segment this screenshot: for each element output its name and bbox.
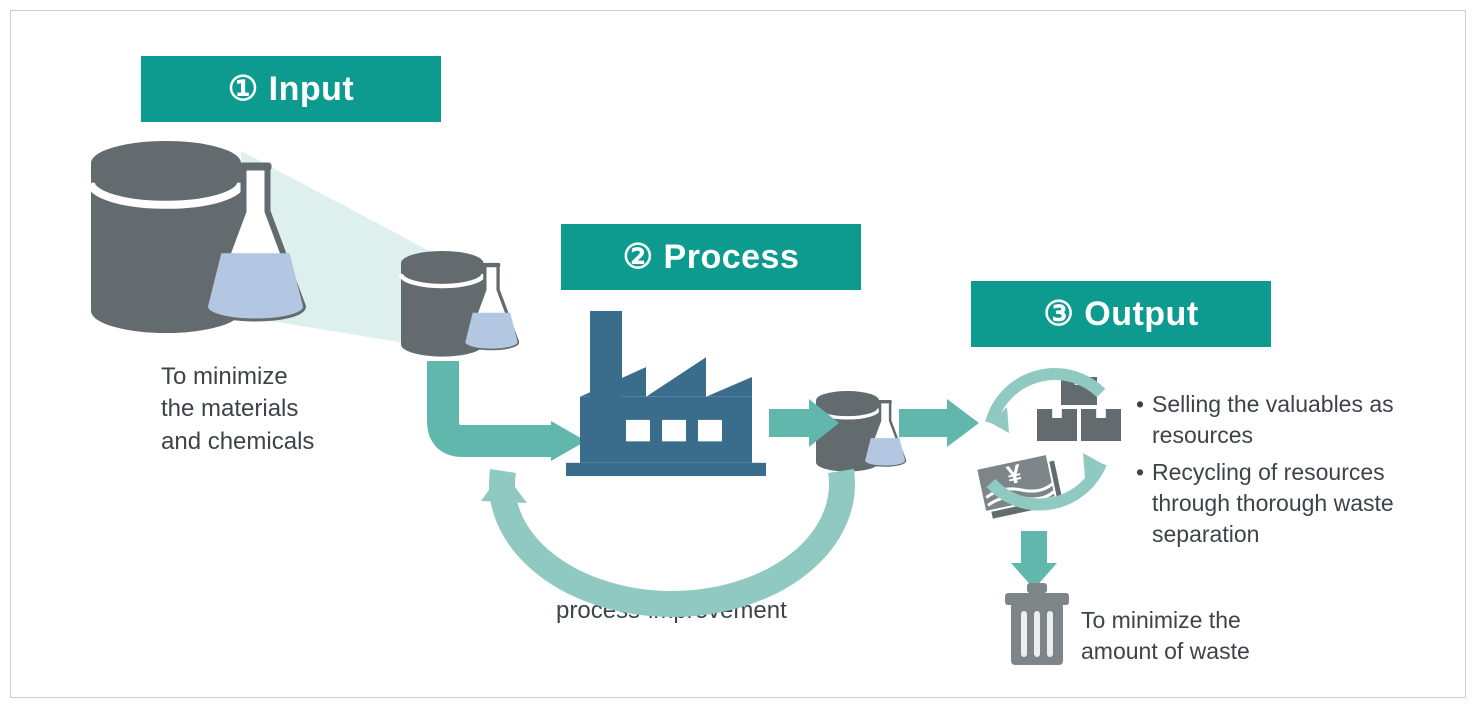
recycle-swirl-icon <box>961 363 1131 533</box>
factory-icon <box>566 311 766 476</box>
diagram-frame: ① Input ② Process ③ Output To minimizeth… <box>10 10 1466 698</box>
trashcan-icon <box>1001 581 1081 676</box>
